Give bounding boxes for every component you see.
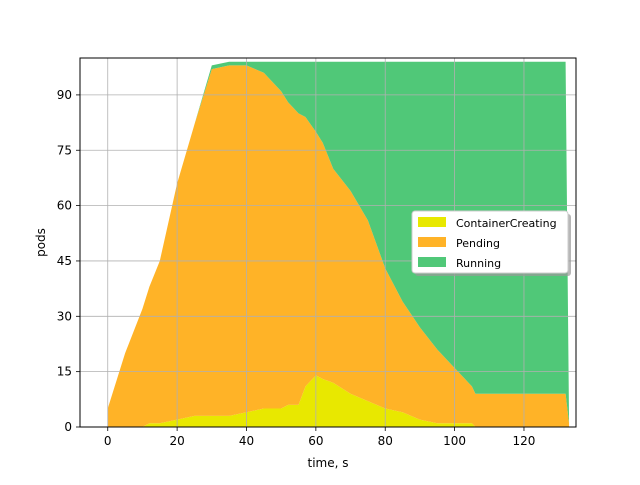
y-tick-label: 45 [57,254,72,268]
y-tick-label: 60 [57,199,72,213]
tick-layer: 0 20 40 60 80 100 120 0 15 30 45 60 75 90 [57,88,536,448]
plot-frame [79,57,577,428]
x-tick-label: 40 [239,434,254,448]
x-tick-label: 100 [443,434,466,448]
legend-swatch-running [418,257,446,267]
legend-label-containercreating: ContainerCreating [456,217,557,230]
x-tick-label: 120 [513,434,536,448]
area-running [107,61,570,424]
y-axis-label: pods [34,228,48,257]
x-tick-label: 60 [308,434,323,448]
y-tick-label: 0 [64,420,72,434]
legend: ContainerCreating Pending Running [411,210,571,276]
area-layer [107,61,570,427]
area-pending [107,65,570,427]
y-tick-label: 90 [57,88,72,102]
legend-swatch-pending [418,237,446,247]
legend-label-running: Running [456,257,501,270]
legend-box [411,210,569,274]
y-tick-label: 30 [57,309,72,323]
area-containercreating [107,375,570,427]
x-tick-label: 20 [169,434,184,448]
x-axis-label: time, s [308,456,349,470]
x-tick-label: 0 [104,434,112,448]
legend-label-pending: Pending [456,237,500,250]
legend-swatch-containercreating [418,217,446,227]
x-tick-label: 80 [378,434,393,448]
y-tick-label: 15 [57,365,72,379]
y-tick-label: 75 [57,143,72,157]
